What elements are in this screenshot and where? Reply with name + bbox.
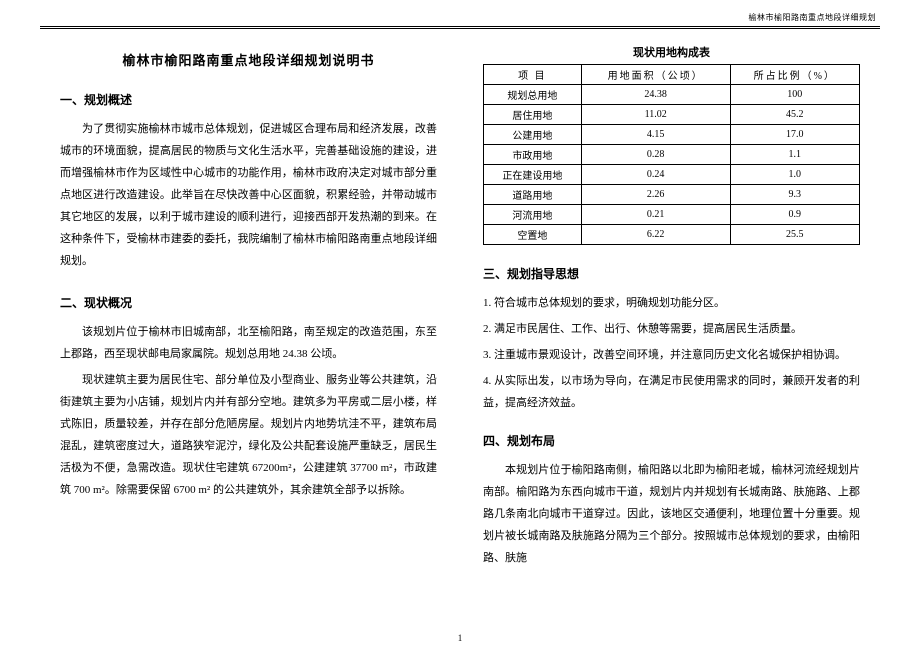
header-rule-1 bbox=[40, 26, 880, 27]
table-cell: 0.28 bbox=[581, 145, 730, 165]
section-2-paragraph-2: 现状建筑主要为居民住宅、部分单位及小型商业、服务业等公共建筑，沿街建筑主要为小店… bbox=[60, 369, 437, 501]
section-1-paragraph: 为了贯彻实施榆林市城市总体规划，促进城区合理布局和经济发展，改善城市的环境面貌，… bbox=[60, 118, 437, 272]
table-caption: 现状用地构成表 bbox=[483, 44, 860, 60]
table-cell: 9.3 bbox=[730, 185, 859, 205]
table-cell: 0.21 bbox=[581, 205, 730, 225]
table-cell: 居住用地 bbox=[484, 105, 582, 125]
section-3-item: 1. 符合城市总体规划的要求，明确规划功能分区。 bbox=[483, 292, 860, 314]
table-row: 居住用地11.0245.2 bbox=[484, 105, 860, 125]
table-cell: 公建用地 bbox=[484, 125, 582, 145]
section-2-paragraph-1: 该规划片位于榆林市旧城南部，北至榆阳路，南至规定的改造范围，东至上郡路，西至现状… bbox=[60, 321, 437, 365]
table-cell: 道路用地 bbox=[484, 185, 582, 205]
table-cell: 1.1 bbox=[730, 145, 859, 165]
table-cell: 6.22 bbox=[581, 225, 730, 245]
table-cell: 0.9 bbox=[730, 205, 859, 225]
table-row: 公建用地4.1517.0 bbox=[484, 125, 860, 145]
table-cell: 100 bbox=[730, 85, 859, 105]
table-cell: 25.5 bbox=[730, 225, 859, 245]
table-cell: 空置地 bbox=[484, 225, 582, 245]
document-title: 榆林市榆阳路南重点地段详细规划说明书 bbox=[60, 50, 437, 69]
table-col-header: 项 目 bbox=[484, 65, 582, 85]
table-cell: 规划总用地 bbox=[484, 85, 582, 105]
table-cell: 24.38 bbox=[581, 85, 730, 105]
landuse-table: 项 目 用地面积（公顷） 所占比例（%） 规划总用地24.38100 居住用地1… bbox=[483, 64, 860, 245]
table-row: 河流用地0.210.9 bbox=[484, 205, 860, 225]
table-row: 空置地6.2225.5 bbox=[484, 225, 860, 245]
section-3-item: 4. 从实际出发，以市场为导向，在满足市民使用需求的同时，兼顾开发者的利益，提高… bbox=[483, 370, 860, 414]
header-rule-2 bbox=[40, 28, 880, 29]
section-4-heading: 四、规划布局 bbox=[483, 432, 860, 449]
section-1-heading: 一、规划概述 bbox=[60, 91, 437, 108]
table-header-row: 项 目 用地面积（公顷） 所占比例（%） bbox=[484, 65, 860, 85]
section-2-heading: 二、现状概况 bbox=[60, 294, 437, 311]
section-3-heading: 三、规划指导思想 bbox=[483, 265, 860, 282]
table-row: 道路用地2.269.3 bbox=[484, 185, 860, 205]
right-column: 现状用地构成表 项 目 用地面积（公顷） 所占比例（%） 规划总用地24.381… bbox=[483, 44, 860, 623]
table-cell: 4.15 bbox=[581, 125, 730, 145]
section-4-paragraph: 本规划片位于榆阳路南侧，榆阳路以北即为榆阳老城，榆林河流经规划片南部。榆阳路为东… bbox=[483, 459, 860, 569]
table-cell: 11.02 bbox=[581, 105, 730, 125]
table-row: 规划总用地24.38100 bbox=[484, 85, 860, 105]
table-col-header: 所占比例（%） bbox=[730, 65, 859, 85]
table-row: 正在建设用地0.241.0 bbox=[484, 165, 860, 185]
table-cell: 17.0 bbox=[730, 125, 859, 145]
section-3-item: 3. 注重城市景观设计，改善空间环境，并注意同历史文化名城保护相协调。 bbox=[483, 344, 860, 366]
left-column: 榆林市榆阳路南重点地段详细规划说明书 一、规划概述 为了贯彻实施榆林市城市总体规… bbox=[60, 44, 437, 623]
table-cell: 0.24 bbox=[581, 165, 730, 185]
table-cell: 市政用地 bbox=[484, 145, 582, 165]
table-col-header: 用地面积（公顷） bbox=[581, 65, 730, 85]
table-cell: 正在建设用地 bbox=[484, 165, 582, 185]
section-3-item: 2. 满足市民居住、工作、出行、休憩等需要，提高居民生活质量。 bbox=[483, 318, 860, 340]
table-cell: 45.2 bbox=[730, 105, 859, 125]
table-cell: 2.26 bbox=[581, 185, 730, 205]
running-header-right: 榆林市榆阳路南重点地段详细规划 bbox=[749, 12, 877, 23]
table-cell: 1.0 bbox=[730, 165, 859, 185]
two-column-layout: 榆林市榆阳路南重点地段详细规划说明书 一、规划概述 为了贯彻实施榆林市城市总体规… bbox=[60, 44, 860, 623]
table-row: 市政用地0.281.1 bbox=[484, 145, 860, 165]
table-cell: 河流用地 bbox=[484, 205, 582, 225]
page: 榆林市榆阳路南重点地段详细规划 榆林市榆阳路南重点地段详细规划说明书 一、规划概… bbox=[0, 0, 920, 651]
page-number: 1 bbox=[0, 633, 920, 643]
table-body: 规划总用地24.38100 居住用地11.0245.2 公建用地4.1517.0… bbox=[484, 85, 860, 245]
